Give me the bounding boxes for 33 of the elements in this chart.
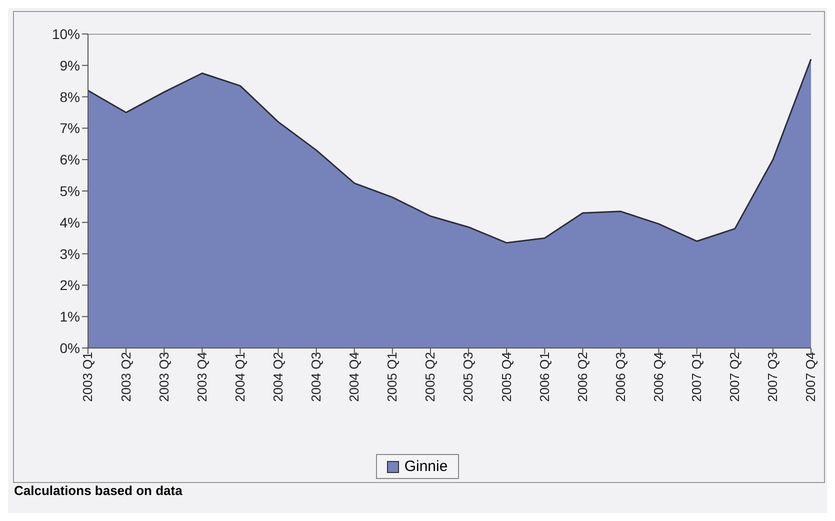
x-tick-label: 2003 Q3 bbox=[156, 352, 172, 402]
x-tick-label: 2003 Q2 bbox=[118, 352, 134, 402]
y-tick-label: 6% bbox=[60, 152, 80, 168]
x-tick-label: 2003 Q4 bbox=[194, 352, 210, 402]
y-tick-label: 1% bbox=[60, 308, 80, 325]
y-tick-label: 5% bbox=[60, 182, 80, 199]
x-tick-label: 2007 Q2 bbox=[727, 352, 742, 402]
x-tick-label: 2005 Q1 bbox=[384, 352, 400, 402]
y-tick-label: 8% bbox=[60, 88, 80, 105]
x-tick-label: 2006 Q2 bbox=[574, 352, 590, 402]
x-tick-label: 2004 Q1 bbox=[232, 352, 248, 402]
x-tick-label: 2007 Q1 bbox=[689, 352, 704, 402]
x-tick-label: 2007 Q4 bbox=[803, 352, 818, 402]
y-tick-label: 4% bbox=[60, 214, 80, 230]
x-tick-label: 2004 Q3 bbox=[308, 352, 324, 402]
y-tick-label: 9% bbox=[60, 57, 80, 74]
x-tick-label: 2004 Q4 bbox=[346, 352, 362, 402]
x-tick-label: 2006 Q1 bbox=[536, 352, 552, 402]
x-tick-label: 2006 Q4 bbox=[651, 352, 666, 402]
x-tick-label: 2006 Q3 bbox=[612, 352, 628, 402]
x-tick-label: 2004 Q2 bbox=[270, 352, 286, 402]
legend-label: Ginnie bbox=[403, 458, 448, 475]
x-tick-label: 2005 Q3 bbox=[460, 352, 476, 402]
y-tick-label: 7% bbox=[60, 120, 80, 136]
x-tick-label: 2005 Q4 bbox=[498, 352, 514, 402]
x-tick-label: 2005 Q2 bbox=[422, 352, 438, 402]
x-tick-label: 2007 Q3 bbox=[765, 352, 780, 402]
y-tick-label: 0% bbox=[60, 340, 80, 356]
x-tick-label: 2003 Q1 bbox=[80, 352, 96, 402]
text: Calculations based on data bbox=[14, 483, 184, 498]
y-tick-label: 3% bbox=[60, 246, 80, 262]
y-tick-label: 2% bbox=[60, 277, 80, 294]
y-tick-label: 10% bbox=[52, 26, 80, 42]
